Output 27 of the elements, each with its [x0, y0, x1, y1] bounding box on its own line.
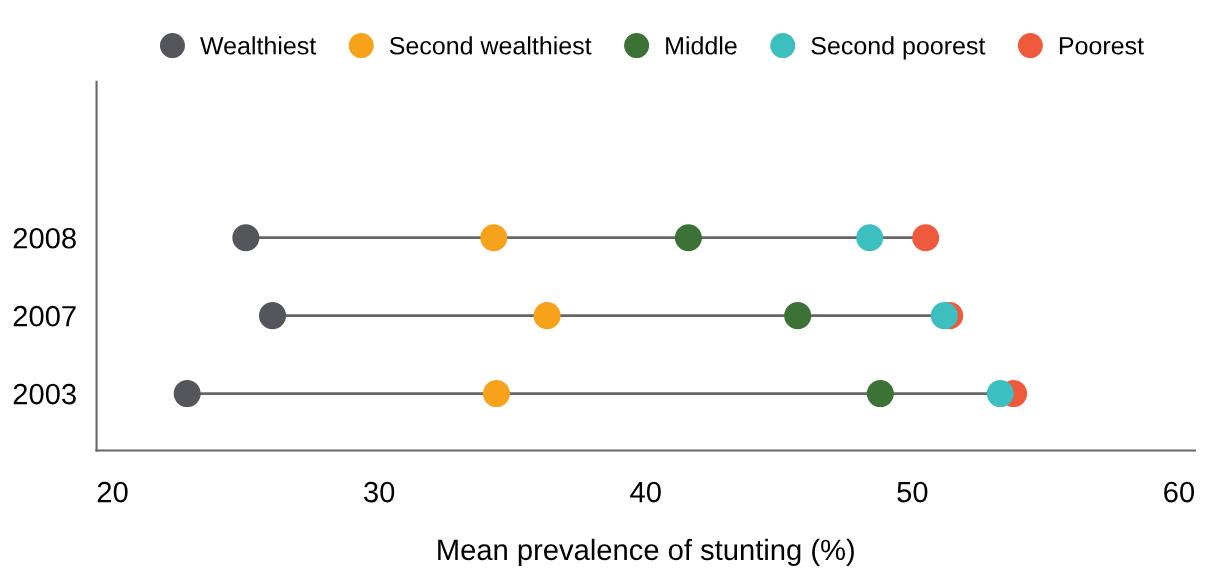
point [482, 380, 510, 408]
point [533, 302, 561, 330]
x-tick-label: 40 [630, 481, 661, 503]
x-tick-label: 50 [897, 481, 928, 503]
point [866, 380, 894, 408]
x-tick-label: 30 [364, 481, 395, 503]
legend-label: Poorest [1059, 37, 1144, 55]
x-tick-label: 60 [1164, 481, 1195, 503]
point [986, 380, 1014, 408]
y-tick-label: 2008 [13, 227, 76, 249]
point [912, 224, 940, 252]
point [258, 302, 287, 330]
legend-label: Second wealthiest [389, 36, 592, 55]
point [930, 302, 958, 330]
point [232, 224, 260, 252]
point [173, 380, 201, 408]
x-axis-title: Mean prevalence of stunting (%) [438, 538, 854, 566]
legend-label: Wealthiest [200, 36, 317, 55]
legend-label: Middle [666, 36, 737, 55]
point [674, 224, 702, 252]
legend-label: Second poorest [811, 36, 986, 60]
point [856, 224, 884, 252]
y-tick-label: 2007 [13, 305, 76, 327]
point [784, 302, 812, 330]
y-tick-label: 2003 [13, 383, 76, 405]
x-tick-label: 20 [97, 481, 128, 503]
point [480, 224, 508, 252]
